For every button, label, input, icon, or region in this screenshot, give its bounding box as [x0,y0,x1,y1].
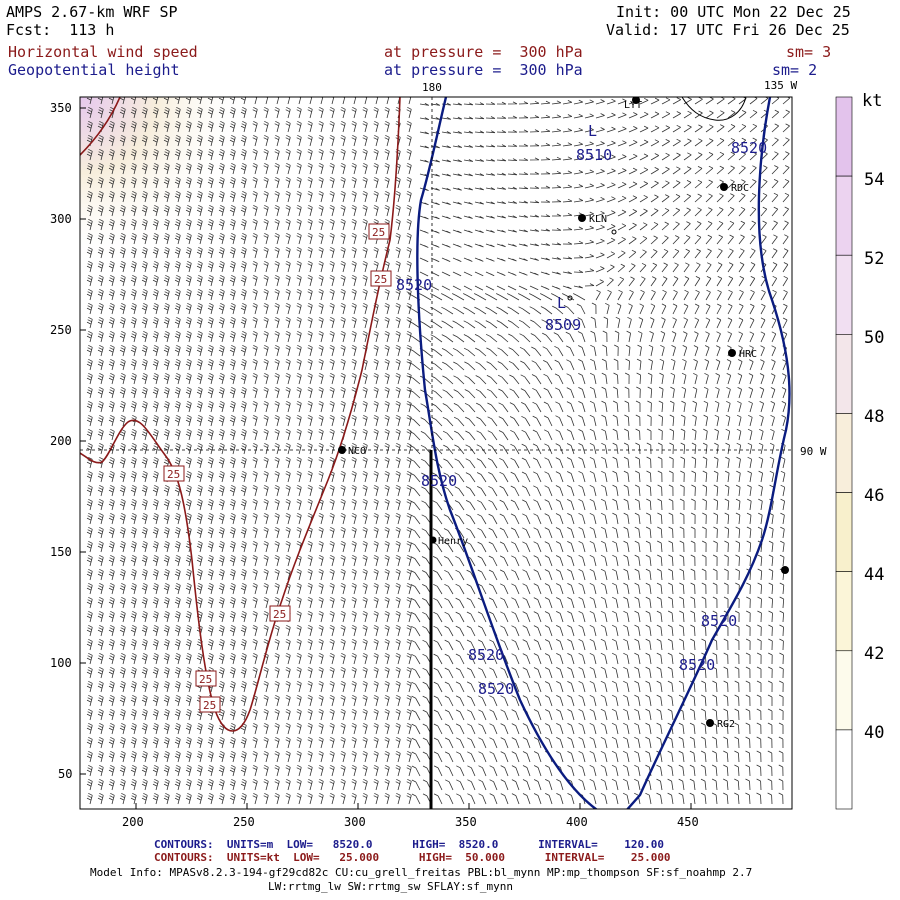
contour-info-speed: CONTOURS: UNITS=kt LOW= 25.000 HIGH= 50.… [154,851,671,864]
longitude-label: 135 W [764,79,797,92]
station-RDC: RDC [720,183,749,194]
y-tick-label: 50 [58,767,72,781]
y-tick-label: 300 [50,212,72,226]
colorbar-label: 48 [864,407,884,427]
field2-smoothing: sm= 2 [772,61,818,79]
colorbar-unit: kt [862,91,882,111]
low-label: L [557,294,566,312]
height-label: 8509 [545,316,581,334]
height-label: 8520 [396,276,432,294]
speed-label: 25 [163,465,185,482]
colorbar-label: 50 [864,328,884,348]
model-title: AMPS 2.67-km WRF SP [6,3,178,21]
svg-text:KLN: KLN [589,214,607,225]
svg-text:RDC: RDC [731,183,749,194]
y-tick-label: 350 [50,101,72,115]
height-label: 8520 [679,656,715,674]
colorbar-swatch [835,729,853,810]
field2-name: Geopotential height [8,61,180,79]
station-LYT: LYT [624,97,642,111]
colorbar-swatch [835,413,853,493]
y-tick-label: 100 [50,656,72,670]
colorbar-label: 52 [864,249,884,269]
speed-label: 25 [199,696,221,713]
colorbar-swatch [835,254,853,335]
height-contour-west [416,97,598,809]
colorbar-swatch [835,175,853,256]
x-tick-label: 400 [566,815,588,829]
svg-text:LYT: LYT [624,100,642,111]
colorbar-swatch [835,571,853,652]
height-label: 8520 [468,646,504,664]
speed-label: 25 [195,670,217,687]
svg-text:25: 25 [199,673,212,686]
plot-frame [79,96,793,810]
x-tick-label: 250 [233,815,255,829]
colorbar-swatch [835,650,853,731]
colorbar-label: 42 [864,644,884,664]
height-label: 8510 [576,146,612,164]
station-marker [781,566,789,574]
longitude-label: 180 [422,81,442,94]
colorbar [835,96,853,810]
field1-smoothing: sm= 3 [786,43,832,61]
speed-label: 25 [368,223,390,240]
x-tick-label: 450 [677,815,699,829]
svg-text:NCO: NCO [348,446,366,457]
station-RG2: RG2 [706,719,735,730]
y-axis: 350 300 250 200 150 100 50 [50,101,86,781]
colorbar-label: 54 [864,170,884,190]
low-label: L [588,122,597,140]
init-time: Init: 00 UTC Mon 22 Dec 25 [616,3,851,21]
svg-text:25: 25 [203,699,216,712]
station-Henry: Henry [429,536,468,547]
svg-text:Henry: Henry [438,536,468,547]
coastline [681,97,747,121]
model-info-physics: LW:rrtmg_lw SW:rrtmg_sw SFLAY:sf_mynn [268,880,514,893]
forecast-hour: Fcst: 113 h [6,21,115,39]
model-info: Model Info: MPASv8.2.3-194-gf29cd82c CU:… [90,866,753,879]
field1-name: Horizontal wind speed [8,43,198,61]
height-label: 8520 [478,680,514,698]
speed-label: 25 [269,605,291,622]
colorbar-swatch [835,492,853,572]
svg-text:25: 25 [374,273,387,286]
speed-contour-jet [80,97,121,156]
valid-time: Valid: 17 UTC Fri 26 Dec 25 [606,21,850,39]
colorbar-swatch [835,334,853,414]
colorbar-label: 44 [864,565,884,585]
speed-contour-25kt [80,97,401,732]
y-tick-label: 200 [50,434,72,448]
station-NCO: NCO [338,446,366,457]
station-HRC: HRC [728,349,757,360]
low-center-marker [567,295,573,301]
height-label: 8520 [421,472,457,490]
svg-text:25: 25 [372,226,385,239]
svg-text:RG2: RG2 [717,719,735,730]
field1-level: at pressure = 300 hPa [384,43,583,61]
svg-text:25: 25 [273,608,286,621]
speed-label: 25 [370,270,392,287]
height-label: 8520 [701,612,737,630]
x-tick-label: 300 [344,815,366,829]
height-label: 8520 [731,139,767,157]
x-tick-label: 200 [122,815,144,829]
svg-text:HRC: HRC [739,349,757,360]
colorbar-swatch [835,96,853,177]
x-tick-label: 350 [455,815,477,829]
contour-info-height: CONTOURS: UNITS=m LOW= 8520.0 HIGH= 8520… [154,838,664,851]
colorbar-label: 40 [864,723,884,743]
station-KLN: KLN [578,214,607,225]
y-tick-label: 150 [50,545,72,559]
svg-text:25: 25 [167,468,180,481]
height-contour-east [626,97,791,809]
longitude-label: 90 W [800,445,827,458]
low-center-marker [611,229,617,235]
x-axis: 200 250 300 350 400 450 [122,803,699,829]
field2-level: at pressure = 300 hPa [384,61,583,79]
y-tick-label: 250 [50,323,72,337]
wind-barbs [86,97,791,805]
colorbar-label: 46 [864,486,884,506]
